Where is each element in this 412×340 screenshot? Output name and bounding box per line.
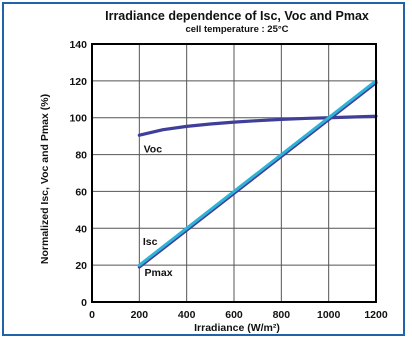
chart-title: Irradiance dependence of Isc, Voc and Pm…	[105, 9, 369, 23]
annotations: Voc Isc Pmax	[143, 144, 173, 279]
x-axis-label: Irradiance (W/m²)	[194, 322, 280, 334]
chart-frame: Irradiance dependence of Isc, Voc and Pm…	[2, 2, 405, 336]
x-tick-label: 600	[225, 309, 243, 321]
series-line-voc	[137, 114, 378, 137]
chart-svg: Irradiance dependence of Isc, Voc and Pm…	[39, 9, 388, 334]
x-tick-label: 0	[89, 309, 95, 321]
y-tick-label: 60	[75, 186, 87, 198]
y-tick-label: 140	[69, 39, 87, 51]
chart-subtitle: cell temperature : 25°C	[185, 24, 288, 35]
y-tick-label: 120	[69, 76, 87, 88]
x-tick-label: 200	[131, 309, 149, 321]
series-annotation-pmax: Pmax	[145, 267, 173, 279]
y-tick-label: 100	[69, 113, 87, 125]
y-tick-label: 20	[75, 260, 87, 272]
y-tick-label: 0	[81, 297, 87, 309]
x-tick-label: 1000	[317, 309, 341, 321]
y-tick-label: 80	[75, 150, 87, 162]
y-tick-label: 40	[75, 223, 87, 235]
grid	[91, 43, 377, 303]
series-line-isc	[137, 79, 378, 267]
series-annotation-isc: Isc	[143, 236, 158, 248]
series-annotation-voc: Voc	[144, 144, 163, 156]
series-layer	[137, 79, 378, 269]
x-tick-label: 400	[178, 309, 196, 321]
tick-labels: 0 200 400 600 800 1000 1200 0 20 40 60 80 100 120 140	[69, 39, 387, 321]
x-tick-label: 1200	[364, 309, 388, 321]
plot-border	[91, 43, 377, 303]
y-axis-label: Normalized Isc, Voc and Pmax (%)	[39, 94, 51, 264]
x-tick-label: 800	[273, 309, 291, 321]
